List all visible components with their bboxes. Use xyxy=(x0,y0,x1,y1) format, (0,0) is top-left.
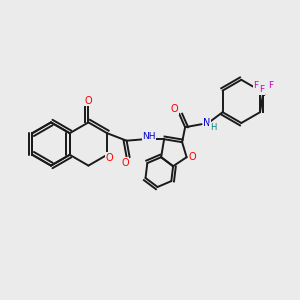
Text: F: F xyxy=(259,85,264,94)
Text: NH: NH xyxy=(142,132,156,141)
Text: H: H xyxy=(210,123,216,132)
Text: O: O xyxy=(106,153,113,163)
Text: O: O xyxy=(121,158,129,168)
Text: F: F xyxy=(253,81,258,90)
Text: O: O xyxy=(188,152,196,162)
Text: F: F xyxy=(268,81,273,90)
Text: O: O xyxy=(171,104,178,114)
Text: N: N xyxy=(203,118,211,128)
Text: O: O xyxy=(85,95,92,106)
